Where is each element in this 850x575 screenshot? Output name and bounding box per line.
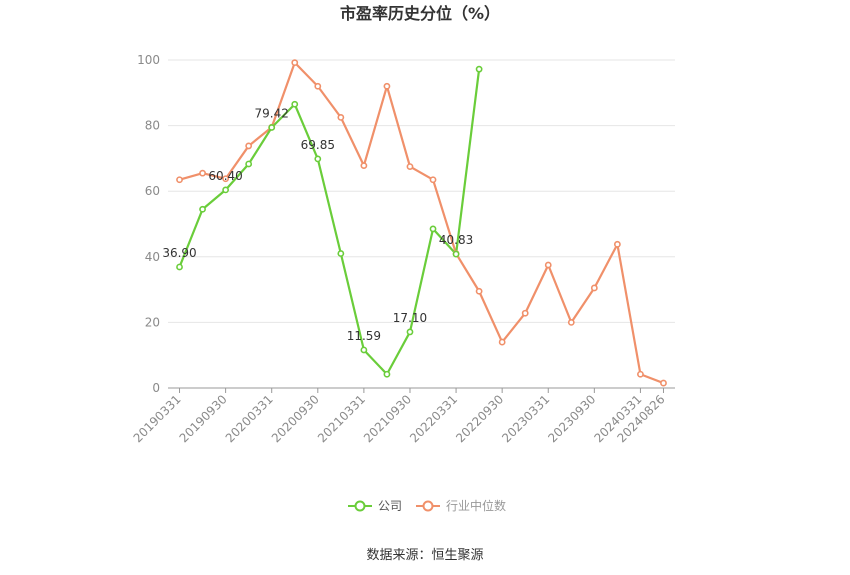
data-point xyxy=(176,263,183,271)
data-point xyxy=(498,338,506,346)
x-tick-label: 20190930 xyxy=(177,392,230,445)
source-note: 数据来源：恒生聚源 xyxy=(366,548,483,563)
data-point xyxy=(660,379,667,387)
data-point xyxy=(199,169,206,177)
data-labels: 36.90 60.40 79.42 69.85 11.59 17.10 40.83 xyxy=(162,107,473,343)
data-point xyxy=(429,225,437,233)
x-tick-label: 20220331 xyxy=(407,392,460,445)
legend[interactable]: 公司 行业中位数 xyxy=(348,498,506,513)
x-tick-label: 20210331 xyxy=(315,392,368,445)
data-point xyxy=(245,160,253,168)
data-point xyxy=(406,163,414,170)
data-point xyxy=(222,175,230,183)
data-point xyxy=(291,100,299,108)
x-tick-label: 20210930 xyxy=(361,392,414,445)
data-point xyxy=(567,318,575,326)
x-tick-label: 20230930 xyxy=(545,392,598,445)
series-line-1 xyxy=(179,61,664,385)
legend-swatch-marker xyxy=(354,500,366,512)
data-point xyxy=(383,370,391,378)
data-point xyxy=(590,284,598,292)
data-point xyxy=(429,176,437,184)
data-point xyxy=(314,155,322,163)
data-point xyxy=(637,370,644,378)
x-tick-label: 20230331 xyxy=(499,392,552,445)
y-axis: 0 20 40 60 80 100 xyxy=(137,53,160,395)
data-point xyxy=(383,82,391,90)
series-points xyxy=(176,59,667,387)
data-point xyxy=(291,59,299,67)
y-tick-label: 20 xyxy=(145,315,160,329)
data-point xyxy=(613,240,621,248)
data-point xyxy=(199,205,206,213)
data-label: 11.59 xyxy=(347,329,381,343)
x-tick-label: 20200930 xyxy=(269,392,322,445)
grid-lines xyxy=(168,59,675,323)
series-line-0 xyxy=(178,69,481,376)
data-point xyxy=(475,287,483,295)
y-tick-label: 40 xyxy=(145,250,160,264)
data-point xyxy=(544,261,552,269)
data-point xyxy=(314,82,322,90)
data-point xyxy=(521,309,529,317)
chart-title: 市盈率历史分位（%） xyxy=(340,4,500,23)
legend-item-label: 行业中位数 xyxy=(446,498,506,513)
data-point xyxy=(245,142,253,150)
x-tick-label: 20220930 xyxy=(453,392,506,445)
data-point xyxy=(176,176,183,184)
y-tick-label: 80 xyxy=(145,119,160,133)
data-point xyxy=(268,124,276,131)
data-point xyxy=(337,114,345,121)
data-label: 60.40 xyxy=(208,169,242,183)
data-label: 17.10 xyxy=(393,311,427,325)
x-axis: 2019033120190930202003312020093020210331… xyxy=(131,387,675,445)
data-point xyxy=(337,250,345,257)
series-lines xyxy=(178,61,664,385)
x-tick-label: 20190331 xyxy=(131,392,184,445)
data-label: 79.42 xyxy=(255,107,289,121)
data-label: 36.90 xyxy=(162,246,196,260)
y-tick-label: 60 xyxy=(145,184,160,198)
data-point xyxy=(475,65,483,73)
data-label: 40.83 xyxy=(439,233,473,247)
legend-swatch-marker xyxy=(422,500,434,512)
data-point xyxy=(406,328,414,336)
y-tick-label: 100 xyxy=(137,53,160,67)
legend-item-label: 公司 xyxy=(378,499,402,513)
data-point xyxy=(222,186,230,194)
x-tick-label: 20200331 xyxy=(223,392,276,445)
data-point xyxy=(360,162,368,170)
data-point xyxy=(360,346,368,354)
y-tick-label: 0 xyxy=(152,381,160,395)
data-label: 69.85 xyxy=(301,138,335,152)
data-point xyxy=(452,250,460,258)
